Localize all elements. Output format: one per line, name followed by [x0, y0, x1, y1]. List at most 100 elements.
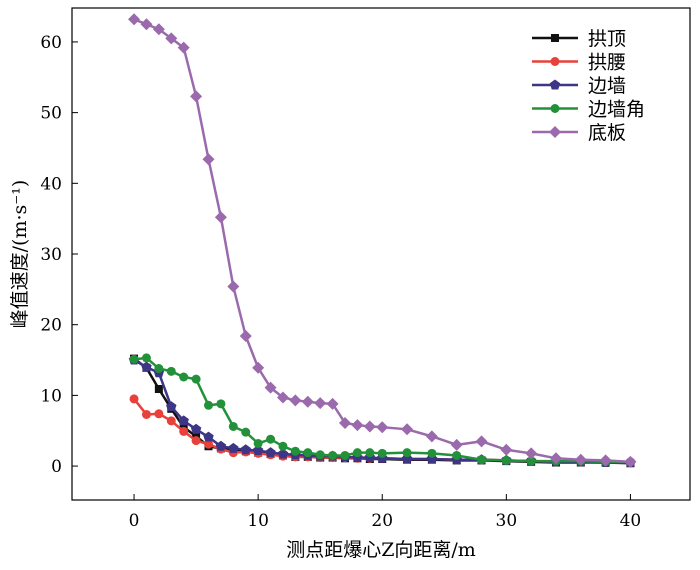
data-point: [204, 400, 214, 410]
data-point: [265, 447, 276, 458]
data-point: [216, 399, 226, 409]
data-point: [252, 361, 265, 374]
data-point: [525, 447, 538, 460]
data-point: [129, 354, 139, 364]
data-point: [141, 361, 152, 372]
y-tick-label: 60: [40, 33, 62, 53]
data-point: [290, 446, 300, 456]
x-tick-label: 30: [496, 511, 518, 531]
data-point: [289, 394, 302, 407]
x-tick-label: 0: [129, 511, 140, 531]
y-axis-label: 峰值速度/(m·s⁻¹): [9, 180, 31, 329]
legend-label: 边墙: [588, 75, 626, 97]
data-point: [276, 391, 289, 404]
data-point: [328, 450, 338, 460]
data-point: [252, 445, 264, 455]
legend-marker: [549, 126, 561, 138]
data-point: [401, 423, 414, 436]
data-point: [152, 23, 165, 36]
data-point: [301, 395, 314, 408]
data-point: [376, 421, 389, 434]
data-point: [475, 435, 488, 448]
data-point: [166, 401, 177, 412]
data-point: [214, 211, 227, 224]
x-tick-label: 10: [247, 511, 269, 531]
data-point: [141, 409, 151, 419]
data-point: [215, 440, 227, 451]
data-point: [204, 439, 214, 449]
y-tick-label: 50: [40, 104, 62, 124]
data-point: [574, 453, 587, 466]
data-point: [500, 443, 513, 456]
y-tick-label: 20: [40, 316, 62, 336]
legend-label: 边墙角: [588, 99, 645, 121]
data-point: [227, 280, 240, 293]
data-point: [166, 366, 176, 376]
data-point: [526, 456, 536, 466]
data-point: [477, 455, 487, 465]
data-point: [315, 450, 325, 460]
data-point: [266, 434, 276, 444]
data-point: [178, 415, 189, 426]
x-axis-label: 测点距爆心Z向距离/m: [286, 539, 476, 561]
data-point: [402, 448, 412, 458]
data-point: [154, 385, 163, 394]
data-point: [363, 420, 376, 433]
data-point: [154, 364, 164, 374]
y-tick-label: 30: [40, 245, 62, 265]
data-point: [352, 448, 362, 458]
data-point: [165, 32, 178, 45]
data-point: [154, 409, 164, 419]
data-point: [240, 444, 251, 455]
y-tick-label: 0: [51, 457, 62, 477]
legend-marker: [550, 104, 560, 113]
data-point: [314, 397, 327, 410]
data-point: [190, 423, 202, 434]
data-point: [450, 438, 463, 451]
x-tick-label: 20: [371, 511, 393, 531]
data-point: [253, 438, 263, 448]
data-point: [140, 18, 153, 31]
data-point: [549, 452, 562, 465]
data-point: [365, 448, 375, 458]
data-point: [239, 330, 252, 342]
legend-marker: [549, 79, 561, 90]
data-point: [377, 448, 387, 458]
legend-marker: [550, 57, 560, 66]
legend-label: 底板: [588, 122, 626, 144]
data-point: [228, 421, 238, 431]
data-point: [303, 448, 313, 458]
data-point: [128, 13, 141, 26]
data-point: [264, 381, 277, 394]
data-point: [277, 448, 289, 459]
data-point: [141, 353, 151, 363]
y-tick-label: 40: [40, 174, 62, 194]
legend-label: 拱顶: [588, 28, 626, 50]
data-point: [179, 426, 189, 436]
data-point: [179, 372, 189, 382]
data-point: [351, 419, 364, 432]
data-point: [202, 153, 215, 166]
data-point: [278, 441, 288, 451]
data-point: [129, 394, 139, 404]
data-point: [624, 455, 637, 468]
data-point: [241, 427, 251, 437]
data-point: [599, 454, 612, 467]
data-point: [326, 397, 339, 410]
y-tick-label: 10: [40, 386, 62, 406]
data-point: [427, 448, 437, 458]
data-point: [177, 41, 190, 54]
data-point: [339, 416, 352, 429]
legend-label: 拱腰: [588, 52, 626, 74]
legend-marker: [551, 34, 559, 42]
data-point: [166, 416, 176, 426]
data-point: [203, 431, 214, 442]
x-tick-label: 40: [620, 511, 642, 531]
data-point: [228, 442, 239, 453]
data-point: [425, 430, 438, 443]
data-point: [340, 450, 350, 460]
data-point: [190, 90, 203, 103]
data-point: [452, 450, 462, 460]
